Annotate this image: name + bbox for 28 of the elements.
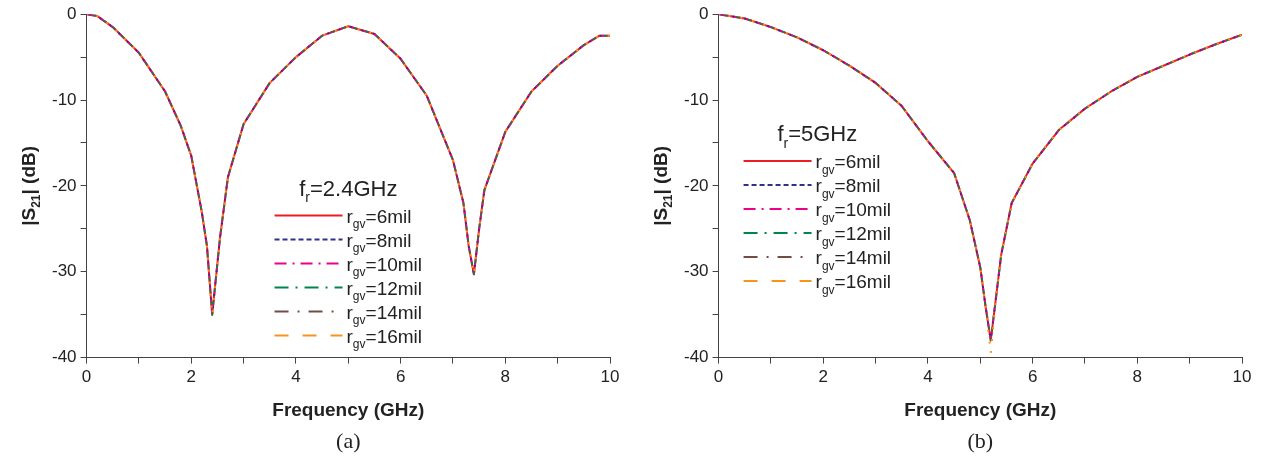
y-axis-title: |S21| (dB) (649, 145, 676, 226)
text: (b) (967, 427, 994, 453)
y-tick-label: -30 (683, 261, 709, 281)
y-tick-label: -40 (51, 347, 77, 367)
y-tick-label: 0 (699, 3, 709, 23)
x-tick-label: 8 (500, 367, 511, 387)
x-tick-label: 8 (1132, 367, 1143, 387)
y-tick-label: 0 (67, 3, 77, 23)
text: (a) (336, 427, 361, 453)
x-tick-label: 6 (1027, 367, 1038, 387)
x-tick-label: 0 (81, 367, 92, 387)
x-tick-label: 2 (186, 367, 196, 387)
x-tick-label: 2 (818, 367, 828, 387)
y-tick-label: -10 (51, 89, 77, 109)
x-tick-label: 4 (923, 367, 933, 387)
y-tick-label: -10 (683, 89, 709, 109)
y-tick-label: -20 (683, 175, 709, 195)
y-axis-title: |S21| (dB) (17, 145, 44, 226)
x-tick-label: 0 (713, 367, 724, 387)
y-tick-label: -30 (51, 261, 77, 281)
x-axis-title: Frequency (GHz) (272, 398, 425, 420)
y-tick-label: -20 (51, 175, 77, 195)
x-axis-title: Frequency (GHz) (904, 398, 1057, 420)
y-tick-label: -40 (683, 347, 709, 367)
x-tick-label: 10 (1232, 367, 1252, 387)
x-tick-label: 10 (600, 367, 620, 387)
x-tick-label: 6 (395, 367, 406, 387)
x-tick-label: 4 (291, 367, 301, 387)
